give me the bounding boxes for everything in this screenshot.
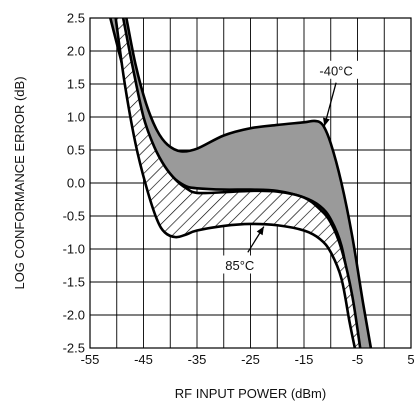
arrowhead-icon (256, 226, 264, 236)
series-label: -40°C (319, 63, 352, 78)
y-tick-label: -0.5 (63, 209, 85, 224)
series-label-background (216, 255, 263, 274)
data-areas (109, 18, 373, 348)
x-tick-label: -35 (188, 352, 207, 367)
x-tick-labels: -55 -45 -35 -25 -15 -5 5 (81, 352, 415, 367)
x-tick-label: -45 (134, 352, 153, 367)
y-tick-label: -1.0 (63, 242, 85, 257)
y-tick-label: 2.0 (67, 44, 85, 59)
x-tick-label: -25 (241, 352, 260, 367)
error-band-85c (115, 18, 361, 348)
error-band-lower-edge (114, 18, 357, 348)
y-tick-label: 1.5 (67, 77, 85, 92)
y-tick-label: 0.5 (67, 143, 85, 158)
x-axis-title: RF INPUT POWER (dBm) (175, 386, 326, 401)
plot-frame (89, 17, 412, 349)
x-tick-label: -15 (295, 352, 314, 367)
y-tick-label: -2.0 (63, 308, 85, 323)
arrowhead-icon (323, 117, 330, 127)
error-band-upper-edge (121, 18, 362, 348)
y-tick-label: 0.0 (67, 176, 85, 191)
x-tick-label: -5 (352, 352, 364, 367)
x-tick-label: 5 (407, 352, 414, 367)
x-tick-label: -55 (81, 352, 100, 367)
series-label: 85°C (225, 258, 254, 273)
y-tick-label: 2.5 (67, 11, 85, 26)
error-band-minus40c (110, 18, 371, 348)
y-axis-title: LOG CONFORMANCE ERROR (dB) (12, 76, 27, 289)
y-tick-label: 1.0 (67, 110, 85, 125)
y-tick-label: -2.5 (63, 341, 85, 356)
series-label-background (313, 60, 360, 79)
y-tick-labels: -2.5 -2.0 -1.5 -1.0 -0.5 0.0 0.5 1.0 1.5 2.0 2.5 (63, 11, 85, 356)
y-tick-label: -1.5 (63, 275, 85, 290)
error-band-upper-edge (125, 18, 373, 348)
series-labels: -40°C 85°C (216, 60, 360, 274)
